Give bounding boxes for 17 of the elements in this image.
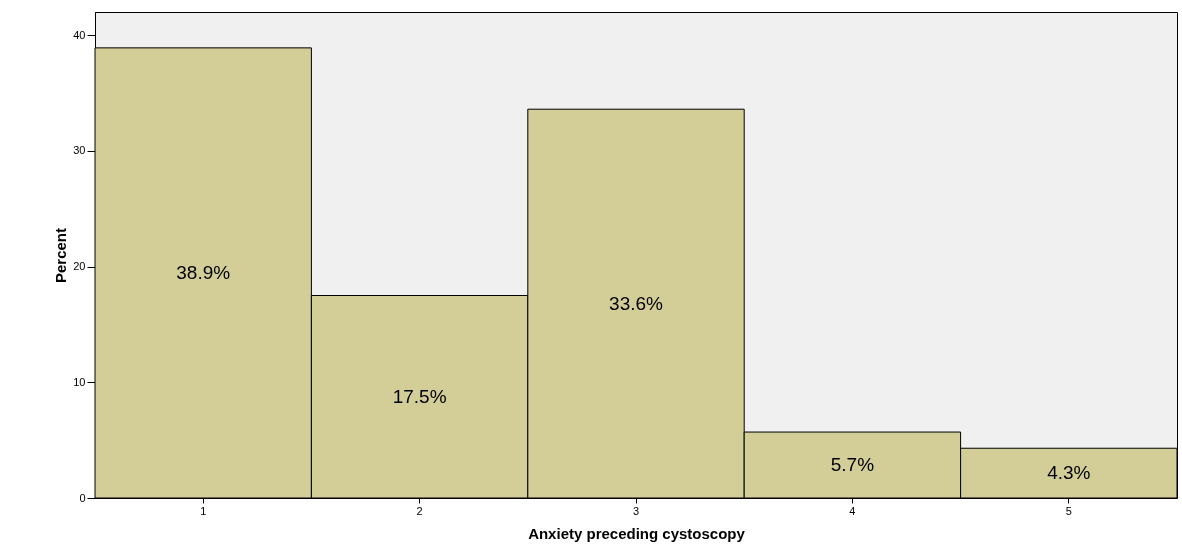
y-tick-label: 40 [73,28,86,41]
y-tick-label: 30 [73,144,86,157]
data-label: 17.5% [392,385,447,407]
data-label: 4.3% [1047,462,1091,484]
y-tick-label: 10 [73,375,86,388]
y-axis-title: Percent [52,227,70,284]
data-label: 38.9% [176,261,231,283]
x-tick-label: 2 [416,504,423,517]
x-axis-title: Anxiety preceding cystoscopy [528,524,746,542]
x-tick-label: 3 [632,504,640,517]
y-tick-label: 0 [79,491,86,504]
y-tick-label: 20 [73,260,86,273]
data-label: 33.6% [609,292,664,314]
x-tick-label: 5 [1065,504,1072,517]
x-tick-label: 4 [849,504,856,517]
data-label: 5.7% [830,454,875,476]
x-tick-label: 1 [200,504,207,517]
